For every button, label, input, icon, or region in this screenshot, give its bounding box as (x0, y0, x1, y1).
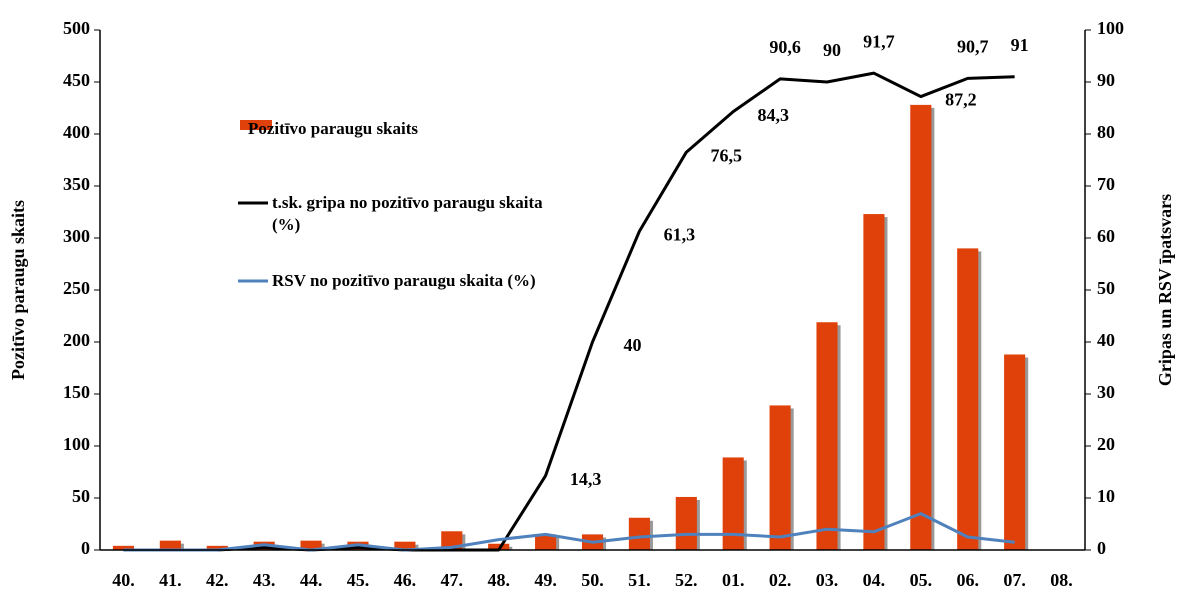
y2-tick-label: 0 (1097, 538, 1106, 558)
y-tick-label: 150 (63, 382, 90, 402)
line (123, 71, 1015, 552)
bar (394, 541, 416, 550)
line (123, 512, 1015, 552)
y-tick-label: 0 (81, 538, 90, 558)
x-tick-label: 07. (1003, 570, 1026, 590)
y2-tick-label: 10 (1097, 486, 1115, 506)
bar (769, 405, 791, 550)
data-label: 61,3 (664, 224, 696, 244)
y-tick-label: 400 (63, 122, 90, 142)
bar (628, 517, 650, 550)
x-tick-label: 46. (394, 570, 417, 590)
bar (159, 540, 181, 550)
x-tick-label: 04. (863, 570, 886, 590)
x-tick-label: 47. (441, 570, 464, 590)
y-tick-label: 50 (72, 486, 90, 506)
x-tick-label: 08. (1050, 570, 1073, 590)
x-tick-label: 44. (300, 570, 323, 590)
data-label: 91,7 (863, 31, 895, 51)
y-tick-label: 250 (63, 278, 90, 298)
x-tick-label: 45. (347, 570, 370, 590)
legend-entry: RSV no pozitīvo paraugu skaita (%) (272, 271, 536, 290)
x-tick-label: 01. (722, 570, 745, 590)
bar (675, 496, 697, 550)
bar (112, 545, 135, 550)
x-tick-label: 02. (769, 570, 792, 590)
data-label: 90,7 (957, 36, 989, 56)
bar (300, 540, 322, 550)
y2-tick-label: 30 (1097, 382, 1115, 402)
bar (1004, 354, 1026, 550)
y-tick-label: 500 (63, 18, 90, 38)
y2-tick-label: 100 (1097, 18, 1124, 38)
bar (535, 534, 557, 550)
bar (957, 248, 979, 550)
y-tick-label: 300 (63, 226, 90, 246)
bar (488, 543, 510, 550)
bar (722, 457, 744, 550)
x-tick-label: 43. (253, 570, 276, 590)
bar (910, 104, 932, 550)
y-tick-label: 200 (63, 330, 90, 350)
x-tick-label: 40. (112, 570, 135, 590)
x-tick-label: 50. (581, 570, 604, 590)
bar (816, 322, 838, 550)
y2-tick-label: 90 (1097, 70, 1115, 90)
y2-tick-label: 40 (1097, 330, 1115, 350)
data-label: 40 (624, 335, 642, 355)
x-tick-label: 51. (628, 570, 651, 590)
y-tick-label: 100 (63, 434, 90, 454)
y2-tick-label: 80 (1097, 122, 1115, 142)
x-tick-label: 06. (956, 570, 979, 590)
data-label: 90,6 (769, 37, 801, 57)
x-tick-label: 48. (487, 570, 510, 590)
bar (206, 545, 228, 550)
bar (863, 214, 885, 550)
x-tick-label: 41. (159, 570, 182, 590)
y-axis-label: Pozitīvo paraugu skaits (8, 200, 28, 380)
x-tick-label: 03. (816, 570, 839, 590)
y2-axis-label: Gripas un RSV īpatsvars (1155, 194, 1175, 386)
x-tick-label: 49. (534, 570, 557, 590)
data-label: 84,3 (757, 105, 789, 125)
data-label: 76,5 (711, 145, 743, 165)
y2-tick-label: 50 (1097, 278, 1115, 298)
x-tick-label: 05. (910, 570, 933, 590)
y2-tick-label: 60 (1097, 226, 1115, 246)
y-tick-label: 450 (63, 70, 90, 90)
y-tick-label: 350 (63, 174, 90, 194)
legend-swatch (240, 120, 272, 130)
data-label: 87,2 (945, 90, 977, 110)
x-tick-label: 42. (206, 570, 229, 590)
x-tick-label: 52. (675, 570, 698, 590)
data-label: 14,3 (570, 469, 602, 489)
data-label: 91 (1011, 35, 1029, 55)
legend-entry: t.sk. gripa no pozitīvo paraugu skaita (… (272, 193, 543, 234)
data-label: 90 (823, 40, 841, 60)
y2-tick-label: 20 (1097, 434, 1115, 454)
y2-tick-label: 70 (1097, 174, 1115, 194)
legend-entry: Pozitīvo paraugu skaits (248, 119, 419, 138)
